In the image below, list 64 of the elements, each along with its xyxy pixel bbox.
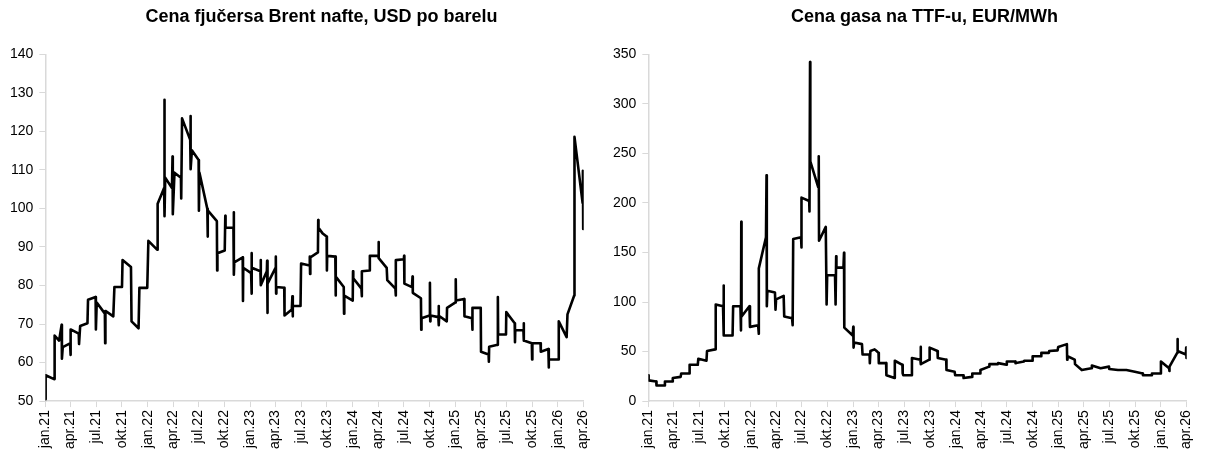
y-tick-label: 150 (613, 243, 637, 260)
y-tick-label: 120 (10, 122, 34, 139)
x-tick-label: apr.24 (369, 409, 386, 450)
x-tick-label: jan.25 (1049, 409, 1066, 450)
x-tick-label: jul.24 (997, 409, 1014, 445)
x-tick-label: okt.22 (818, 409, 835, 449)
x-tick-label: okt.23 (920, 409, 937, 449)
x-tick-label: okt.24 (420, 409, 437, 449)
x-tick-label: okt.23 (317, 409, 334, 449)
y-tick-label: 200 (613, 193, 637, 210)
y-tick-label: 100 (613, 292, 637, 309)
x-tick-label: jan.21 (639, 409, 656, 450)
y-tick-label: 100 (10, 199, 34, 216)
x-tick-label: apr.21 (61, 409, 78, 450)
y-tick-label: 0 (628, 391, 637, 408)
x-tick-label: okt.25 (1125, 409, 1142, 449)
x-tick-label: okt.24 (1023, 409, 1040, 449)
x-tick-label: jan.24 (343, 409, 360, 450)
x-tick-label: apr.22 (766, 409, 783, 450)
x-tick-label: okt.21 (112, 409, 129, 449)
x-tick-label: apr.23 (869, 409, 886, 450)
y-tick-label: 110 (11, 160, 34, 177)
x-tick-label: okt.25 (522, 409, 539, 449)
x-tick-label: apr.21 (664, 409, 681, 450)
y-tick-label: 80 (17, 276, 34, 293)
x-tick-label: jan.25 (446, 409, 463, 450)
x-tick-label: okt.22 (215, 409, 232, 449)
x-tick-label: jul.23 (291, 409, 308, 445)
x-tick-label: jan.26 (1151, 409, 1168, 450)
y-tick-label: 350 (613, 45, 637, 62)
x-tick-label: jul.22 (189, 409, 206, 445)
x-tick-label: jan.23 (844, 409, 861, 450)
x-tick-label: apr.25 (471, 409, 488, 450)
x-tick-label: okt.21 (715, 409, 732, 449)
x-tick-label: jul.25 (1100, 409, 1117, 445)
chart-title: Cena gasa na TTF-u, EUR/MWh (790, 6, 1059, 27)
x-tick-label: apr.26 (1177, 409, 1194, 450)
x-tick-label: jan.22 (741, 409, 758, 450)
x-tick-label: apr.26 (574, 409, 591, 450)
x-tick-label: jul.22 (792, 409, 809, 445)
x-tick-label: jul.21 (690, 409, 707, 445)
y-tick-label: 70 (17, 314, 34, 331)
x-tick-label: jul.23 (894, 409, 911, 445)
x-tick-label: jan.24 (946, 409, 963, 450)
y-tick-label: 60 (17, 353, 34, 370)
y-tick-label: 90 (17, 237, 34, 254)
x-tick-label: jan.23 (241, 409, 258, 450)
x-tick-label: apr.23 (266, 409, 283, 450)
y-tick-label: 300 (613, 94, 637, 111)
chart-title: Cena fjučersa Brent nafte, USD po barelu (144, 6, 499, 27)
x-tick-label: jul.21 (87, 409, 104, 445)
y-tick-label: 250 (613, 144, 637, 161)
x-tick-label: jan.26 (548, 409, 565, 450)
y-tick-label: 50 (17, 391, 34, 408)
y-tick-label: 130 (10, 83, 34, 100)
x-tick-label: jul.25 (497, 409, 514, 445)
y-tick-label: 140 (10, 45, 34, 62)
x-tick-label: jan.22 (138, 409, 155, 450)
x-tick-label: jan.21 (36, 409, 53, 450)
y-tick-label: 50 (620, 342, 637, 359)
x-tick-label: jul.24 (394, 409, 411, 445)
x-tick-label: apr.24 (972, 409, 989, 450)
x-tick-label: apr.25 (1074, 409, 1091, 450)
x-tick-label: apr.22 (163, 409, 180, 450)
